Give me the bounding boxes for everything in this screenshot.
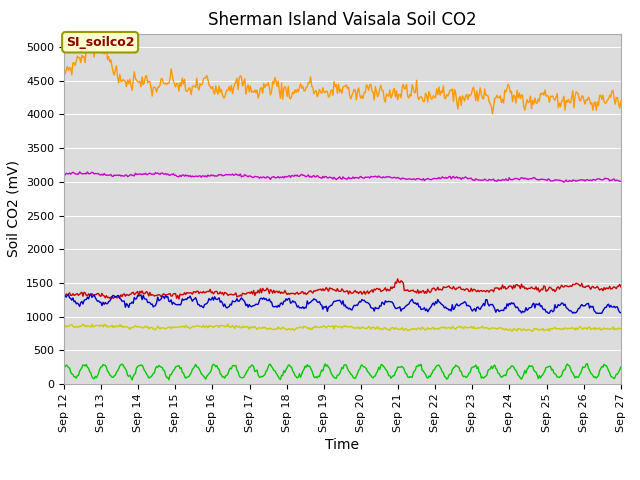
Y-axis label: Soil CO2 (mV): Soil CO2 (mV) <box>6 160 20 257</box>
Text: SI_soilco2: SI_soilco2 <box>66 36 134 49</box>
X-axis label: Time: Time <box>325 438 360 452</box>
Title: Sherman Island Vaisala Soil CO2: Sherman Island Vaisala Soil CO2 <box>208 11 477 29</box>
